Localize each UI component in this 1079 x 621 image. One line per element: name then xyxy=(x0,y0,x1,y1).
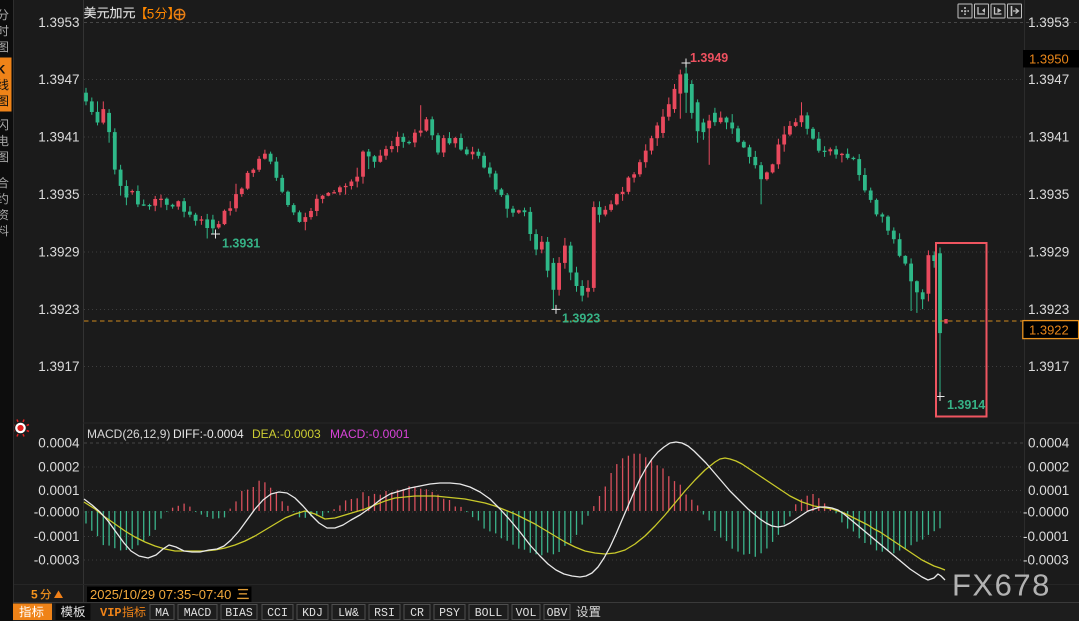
svg-text:FX678: FX678 xyxy=(952,568,1051,603)
svg-text:1.3931: 1.3931 xyxy=(222,237,260,251)
svg-text:VOL: VOL xyxy=(516,607,537,620)
svg-text:MA: MA xyxy=(155,607,169,620)
svg-text:-0.0003: -0.0003 xyxy=(34,553,80,568)
svg-text:0.0001: 0.0001 xyxy=(38,483,79,498)
svg-text:1.3941: 1.3941 xyxy=(1028,130,1069,145)
svg-text:-0.0003: -0.0003 xyxy=(1023,553,1069,568)
svg-text:1.3935: 1.3935 xyxy=(1028,187,1069,202)
svg-text:5: 5 xyxy=(147,7,155,22)
svg-text:1.3950: 1.3950 xyxy=(1029,51,1069,66)
svg-text:1.3917: 1.3917 xyxy=(38,359,79,374)
svg-text:1.3935: 1.3935 xyxy=(38,187,79,202)
svg-text:PSY: PSY xyxy=(439,607,460,620)
svg-text:1.3929: 1.3929 xyxy=(38,245,79,260)
svg-text:0.0004: 0.0004 xyxy=(1028,436,1070,451)
svg-text:-0.0000: -0.0000 xyxy=(34,505,80,520)
svg-text:1.3947: 1.3947 xyxy=(38,72,79,87)
svg-text:0.0002: 0.0002 xyxy=(1028,460,1069,475)
svg-text:OBV: OBV xyxy=(547,607,568,620)
svg-text:1.3941: 1.3941 xyxy=(38,130,79,145)
svg-text:RSI: RSI xyxy=(374,607,395,620)
svg-text:1.3917: 1.3917 xyxy=(1028,359,1069,374)
svg-text:KDJ: KDJ xyxy=(302,607,323,620)
svg-text:-0.0001: -0.0001 xyxy=(34,529,80,544)
svg-text:5: 5 xyxy=(31,587,38,601)
svg-text:0.0004: 0.0004 xyxy=(38,436,80,451)
svg-text:1.3922: 1.3922 xyxy=(1029,322,1069,337)
svg-text:1.3914: 1.3914 xyxy=(947,398,985,412)
svg-text:2025/10/29 07:35~07:40: 2025/10/29 07:35~07:40 xyxy=(90,587,231,602)
svg-text:1.3949: 1.3949 xyxy=(690,51,728,65)
svg-text:CCI: CCI xyxy=(267,607,288,620)
svg-text:-0.0001: -0.0001 xyxy=(1023,529,1069,544)
svg-text:VIP: VIP xyxy=(100,606,122,620)
svg-text:0.0001: 0.0001 xyxy=(1028,483,1069,498)
svg-text:1.3923: 1.3923 xyxy=(1028,302,1069,317)
svg-text:0.0002: 0.0002 xyxy=(38,460,79,475)
svg-text:BIAS: BIAS xyxy=(225,607,253,620)
svg-text:1.3923: 1.3923 xyxy=(38,302,79,317)
svg-text:1.3953: 1.3953 xyxy=(1028,15,1069,30)
svg-text:LW&: LW& xyxy=(338,607,359,620)
svg-text:1.3923: 1.3923 xyxy=(562,312,600,326)
svg-text:BOLL: BOLL xyxy=(475,607,503,620)
svg-text:1.3947: 1.3947 xyxy=(1028,72,1069,87)
svg-text:1.3929: 1.3929 xyxy=(1028,245,1069,260)
svg-text:K: K xyxy=(0,63,6,77)
svg-text:1.3953: 1.3953 xyxy=(38,15,79,30)
svg-text:MACD: MACD xyxy=(184,607,212,620)
svg-text:-0.0000: -0.0000 xyxy=(1023,505,1069,520)
svg-text:CR: CR xyxy=(410,607,424,620)
